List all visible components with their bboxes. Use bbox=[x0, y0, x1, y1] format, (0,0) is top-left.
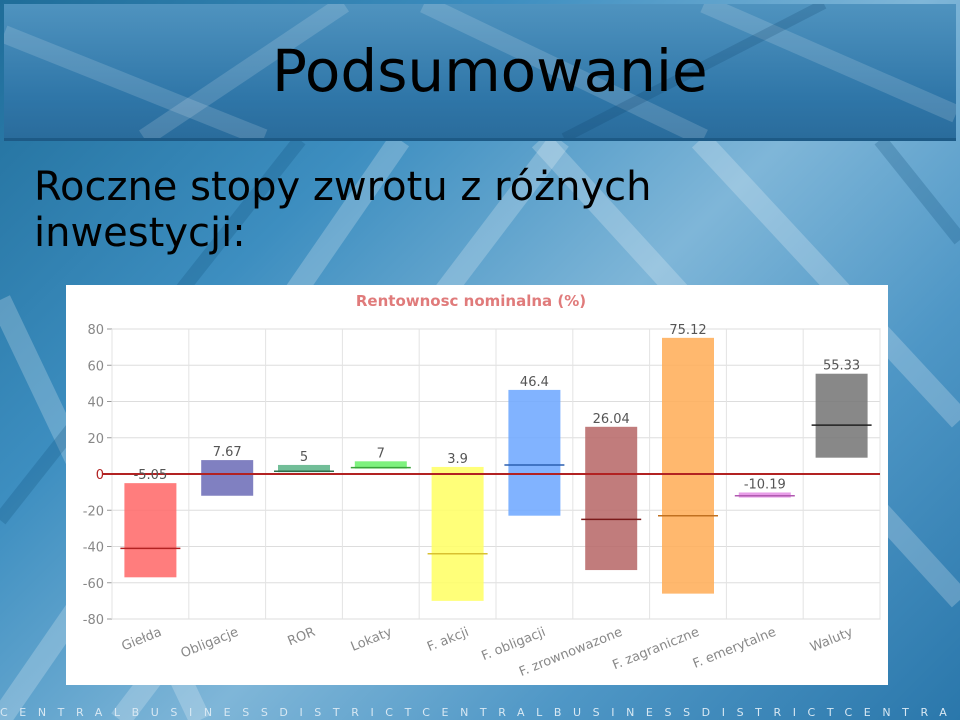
bar-value-label: 7 bbox=[377, 446, 385, 461]
y-tick-label: 40 bbox=[87, 396, 104, 411]
x-category-label: Obligacje bbox=[179, 625, 241, 662]
title-bar-pattern bbox=[4, 4, 956, 138]
slide-subtitle: Roczne stopy zwrotu z różnych inwestycji… bbox=[34, 164, 734, 256]
footer-text: CENTRALBUSINESSDISTRICTCENTRALBUSINESSDI… bbox=[0, 706, 959, 719]
chart-title: Rentownosc nominalna (%) bbox=[356, 292, 586, 310]
x-category-label: F. emerytalne bbox=[691, 625, 778, 672]
bar bbox=[585, 426, 638, 571]
title-bar bbox=[4, 4, 956, 141]
x-category-label: Waluty bbox=[808, 625, 855, 656]
x-category-label: ROR bbox=[286, 625, 318, 650]
subtitle-line-2: inwestycji: bbox=[34, 210, 246, 256]
bar bbox=[815, 373, 868, 458]
bar-value-label: 3.9 bbox=[447, 452, 468, 467]
bar bbox=[201, 460, 254, 496]
x-category-label: F. akcji bbox=[425, 625, 471, 655]
bar-value-label: 75.12 bbox=[669, 323, 706, 338]
subtitle-line-1: Roczne stopy zwrotu z różnych bbox=[34, 164, 652, 210]
bar bbox=[662, 337, 714, 594]
y-tick-label: 20 bbox=[87, 432, 104, 447]
y-tick-label: -60 bbox=[83, 577, 104, 592]
bar-value-label: 46.4 bbox=[520, 375, 549, 390]
bar-value-label: 26.04 bbox=[593, 412, 630, 427]
bar bbox=[508, 389, 561, 516]
bar-chart: Rentownosc nominalna (%) 80 60 40 20 0 -20 -40… bbox=[83, 292, 881, 680]
y-tick-label: 80 bbox=[87, 323, 104, 338]
bar-value-label: 55.33 bbox=[823, 359, 860, 374]
x-category-label: F. zagraniczne bbox=[611, 625, 702, 673]
chart-panel: Rentownosc nominalna (%) 80 60 40 20 0 -20 -40… bbox=[66, 285, 888, 685]
bar bbox=[431, 466, 484, 601]
bar bbox=[278, 464, 330, 473]
y-tick-label: -40 bbox=[83, 541, 104, 556]
bar-value-label: -5.05 bbox=[134, 468, 168, 483]
y-tick-label: 60 bbox=[87, 359, 104, 374]
x-category-label: Lokaty bbox=[349, 625, 395, 655]
y-tick-label: -80 bbox=[83, 613, 104, 628]
chart-bars bbox=[102, 337, 880, 601]
bar bbox=[354, 461, 407, 469]
y-tick-label: -20 bbox=[83, 504, 104, 519]
bar-value-label: -10.19 bbox=[744, 477, 786, 492]
y-tick-label: 0 bbox=[96, 468, 104, 483]
bar-value-label: 5 bbox=[300, 450, 308, 465]
bar bbox=[124, 483, 177, 578]
slide-title: Podsumowanie bbox=[272, 37, 708, 105]
x-category-label: Giełda bbox=[120, 625, 164, 654]
bar-value-label: 7.67 bbox=[213, 445, 242, 460]
